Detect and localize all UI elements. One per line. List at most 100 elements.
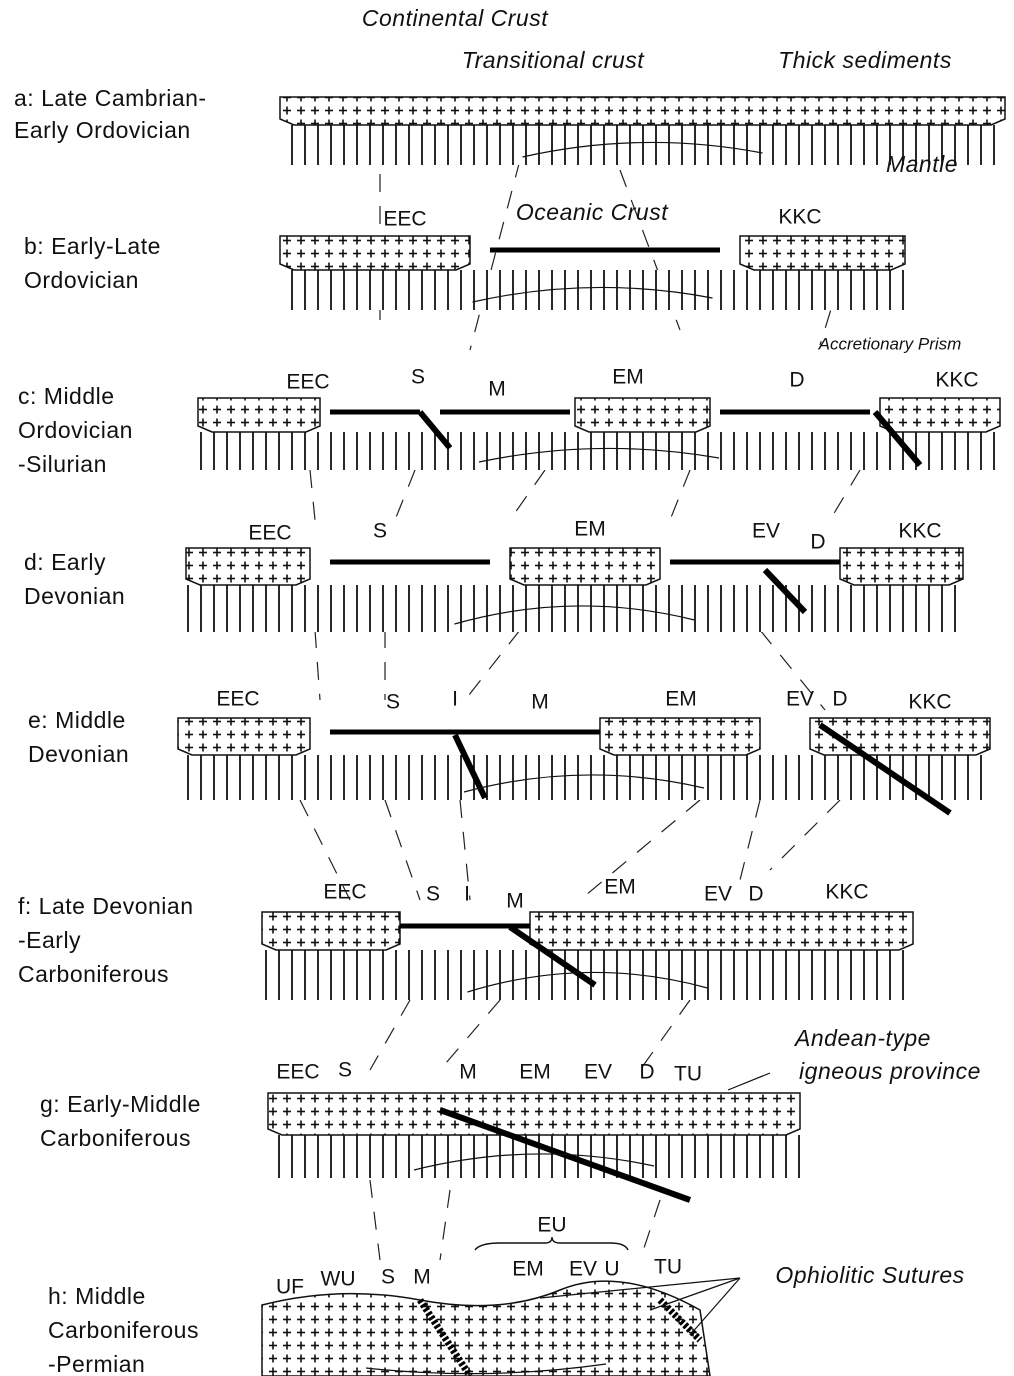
connector [440,1000,500,1070]
connector [395,470,415,520]
terrane-tag: I [452,688,458,711]
terrane-tag: EEC [248,522,291,545]
annotation: Thick sediments [778,47,952,73]
terrane-tag: KKC [935,369,978,392]
connector [670,470,690,520]
connector [830,470,860,520]
annotation: igneous province [799,1058,981,1084]
terrane-tag: WU [321,1268,356,1291]
panel-label: e: Middle [28,707,126,733]
terrane-tag: EEC [383,208,426,231]
connector [640,1200,660,1260]
continental-crust [740,236,905,270]
annotation: Ophiolitic Sutures [775,1262,964,1288]
mantle [280,270,905,310]
terrane-tag: D [789,369,804,392]
terrane-tag: EEC [323,881,366,904]
panel-label: Carboniferous [18,961,169,987]
leader [728,1073,770,1090]
terrane-tag: EEC [216,688,259,711]
annotation: Transitional crust [462,47,646,73]
terrane-tag: U [604,1258,619,1281]
terrane-tag: TU [654,1256,682,1279]
continental-crust [198,398,320,432]
terrane-tag: EM [512,1258,544,1281]
eu-bracket [475,1237,628,1250]
terrane-tag: S [381,1266,395,1289]
continental-crust [530,912,913,950]
panel-label: Devonian [28,741,129,767]
diagram: Continental Crust Transitional crust Thi… [0,0,1014,1376]
terrane-tag: EV [569,1258,597,1281]
panel-label: a: Late Cambrian- [14,85,207,111]
continental-crust [262,912,400,950]
continental-crust [262,1281,710,1376]
terrane-tag: KKC [778,206,821,229]
terrane-tag: S [386,691,400,714]
terrane-tag: M [413,1266,431,1289]
panel-label: Devonian [24,583,125,609]
terrane-tag: D [639,1061,654,1084]
connector [465,630,520,700]
connector [370,1000,410,1070]
terrane-tag: I [464,883,470,906]
panel-label: Early Ordovician [14,117,191,143]
continental-crust [510,548,660,585]
connector [580,800,700,900]
terrane-tag: S [426,883,440,906]
continental-crust [840,548,963,585]
mantle [198,432,1000,470]
annotation: Accretionary Prism [818,334,962,353]
annotation: Mantle [886,151,958,177]
panel-label: -Early [18,927,81,953]
terrane-tag: S [338,1059,352,1082]
continental-crust [880,398,1000,432]
connector [370,1180,380,1260]
continental-crust [600,718,760,755]
terrane-tag: EV [584,1061,612,1084]
connector [510,470,545,520]
terrane-tag: EEC [286,371,329,394]
continental-crust [178,718,310,755]
terrane-tag: UF [276,1276,304,1299]
terrane-tag: EM [604,876,636,899]
continental-crust [186,548,310,585]
connector [740,800,760,880]
terrane-tag: M [459,1061,477,1084]
page: {"annotations":{"continental_crust":"Con… [0,0,1014,1376]
panel-label: -Silurian [18,451,107,477]
cross-sections [178,97,1005,1376]
terrane-tag: EM [665,688,697,711]
annotation: Continental Crust [362,5,549,31]
continental-crust [280,236,470,270]
continental-crust [268,1093,800,1135]
panel-label: f: Late Devonian [18,893,194,919]
panel-label: b: Early-Late [24,233,161,259]
terrane-tag: M [531,691,549,714]
terrane-tag: D [832,688,847,711]
connector [440,1190,450,1260]
terrane-tag: S [373,520,387,543]
panel-label: Carboniferous [40,1125,191,1151]
connector [315,630,320,700]
terrane-tag: KKC [825,881,868,904]
panel-label: d: Early [24,549,106,575]
terrane-tag: S [411,366,425,389]
terrane-tag: KKC [898,520,941,543]
mantle [178,755,990,800]
terrane-tag: EM [574,518,606,541]
connector [770,800,840,870]
panel-label: Ordovician [24,267,139,293]
panel-label: Carboniferous [48,1317,199,1343]
mantle [262,950,913,1000]
panel-label: h: Middle [48,1283,146,1309]
terrane-tag: M [506,890,524,913]
panel-label: g: Early-Middle [40,1091,201,1117]
panel-label: c: Middle [18,383,115,409]
terrane-tag: EM [519,1061,551,1084]
terrane-tag: D [748,883,763,906]
connector [470,160,520,350]
terrane-tag: EV [786,688,814,711]
terrane-tag: EV [704,883,732,906]
continental-crust [280,97,1005,125]
